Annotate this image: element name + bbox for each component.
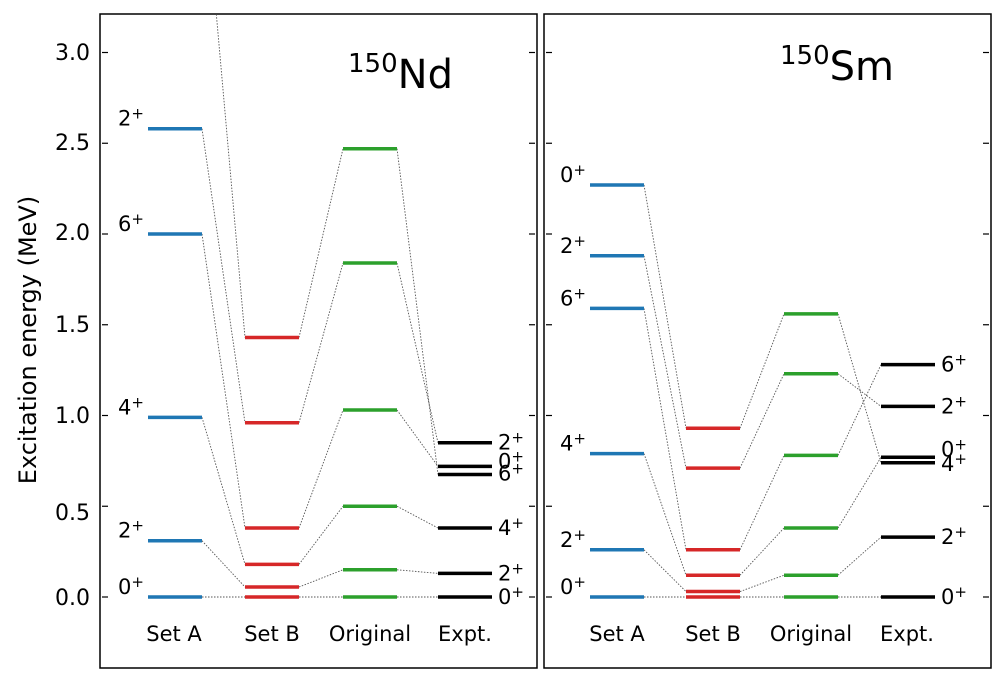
y-tick-label: 2.5 bbox=[55, 131, 90, 156]
level-connector bbox=[837, 313, 882, 463]
spin-parity-label: 0+ bbox=[560, 573, 586, 599]
spin-parity-label: 2+ bbox=[560, 232, 586, 258]
category-label: Expt. bbox=[438, 622, 492, 646]
spin-parity-label: 6+ bbox=[498, 459, 524, 485]
category-label: Original bbox=[329, 622, 411, 646]
category-labels: Set A Set B Original Expt. bbox=[146, 622, 492, 646]
level-connector bbox=[643, 549, 687, 592]
level-connector bbox=[739, 373, 785, 469]
level-connector bbox=[215, 14, 246, 338]
spin-parity-label: 2+ bbox=[118, 517, 144, 543]
spin-parity-label: 2+ bbox=[498, 429, 524, 455]
spin-parity-label: 6+ bbox=[118, 210, 144, 236]
y-tick-label: 1.0 bbox=[55, 404, 90, 429]
level-connector bbox=[298, 262, 344, 423]
y-ticks: 0.0 0.5 1.0 1.5 2.0 2.5 3.0 bbox=[55, 41, 90, 611]
level-connector bbox=[739, 313, 785, 429]
level-connector bbox=[298, 505, 344, 565]
level-connector bbox=[643, 453, 687, 576]
levels-nd150: 0+2+4+6+2+0+2+4+0+6+2+ bbox=[102, 14, 535, 609]
panel-sm150: 150Sm Set A Set B Original Expt. 0+ 2+ 4+ 6… bbox=[543, 13, 992, 669]
category-label: Set A bbox=[589, 622, 645, 646]
title-mass: 150 bbox=[348, 49, 398, 79]
category-label: Set A bbox=[146, 622, 202, 646]
spin-parity-label: 4+ bbox=[941, 450, 967, 476]
category-labels: Set A Set B Original Expt. bbox=[589, 622, 934, 646]
title-element: Nd bbox=[398, 52, 453, 98]
spin-parity-label: 0+ bbox=[118, 573, 144, 599]
level-connector bbox=[643, 184, 687, 429]
level-connector bbox=[643, 255, 687, 469]
y-tick-label: 1.5 bbox=[55, 313, 90, 338]
y-axis-label: Excitation energy (MeV) bbox=[14, 196, 42, 484]
panel-title: 150Nd bbox=[348, 49, 453, 98]
title-mass: 150 bbox=[780, 41, 830, 71]
panel-nd150-frame bbox=[99, 13, 538, 669]
spin-parity-label: 2+ bbox=[941, 392, 967, 418]
level-connector bbox=[396, 569, 439, 574]
level-connector bbox=[396, 505, 439, 529]
y-tick-label: 3.0 bbox=[55, 41, 90, 66]
spin-parity-label: 2+ bbox=[498, 559, 524, 585]
spin-parity-label: 0+ bbox=[941, 436, 967, 462]
spin-parity-label: 6+ bbox=[941, 351, 967, 377]
category-label: Original bbox=[770, 622, 852, 646]
spin-parity-label: 2+ bbox=[560, 526, 586, 552]
spin-parity-label: 4+ bbox=[118, 393, 144, 419]
y-tick-label: 2.0 bbox=[55, 221, 90, 246]
level-connector bbox=[396, 262, 439, 443]
panel-nd150: 0.0 0.5 1.0 1.5 2.0 2.5 3.0 150Nd Set A … bbox=[55, 13, 538, 669]
spin-parity-label: 6+ bbox=[560, 284, 586, 310]
level-connector bbox=[298, 409, 344, 529]
spin-parity-label: 4+ bbox=[560, 430, 586, 456]
spin-parity-label: 0+ bbox=[560, 161, 586, 187]
levels-sm150: 0+2+4+6+2+0+0+2+0+4+2+6+ bbox=[546, 51, 989, 609]
panel-sm150-frame bbox=[543, 13, 992, 669]
level-connector bbox=[201, 417, 246, 565]
level-connector bbox=[739, 574, 785, 592]
level-connector bbox=[298, 569, 344, 588]
level-connector bbox=[837, 457, 882, 529]
spin-parity-label: 0+ bbox=[941, 583, 967, 609]
level-connector bbox=[837, 536, 882, 576]
title-element: Sm bbox=[830, 44, 894, 90]
spin-parity-label: 2+ bbox=[118, 105, 144, 131]
spin-parity-label: 0+ bbox=[498, 447, 524, 473]
y-tick-label: 0.0 bbox=[55, 586, 90, 611]
level-connector bbox=[643, 308, 687, 550]
level-connector bbox=[298, 148, 344, 338]
level-connector bbox=[739, 455, 785, 551]
level-connector bbox=[201, 540, 246, 588]
spin-parity-label: 4+ bbox=[498, 514, 524, 540]
panel-title: 150Sm bbox=[780, 41, 894, 90]
category-label: Set B bbox=[685, 622, 741, 646]
spin-parity-label: 2+ bbox=[941, 523, 967, 549]
level-connector bbox=[396, 148, 439, 475]
category-label: Set B bbox=[244, 622, 300, 646]
spin-parity-label: 0+ bbox=[498, 583, 524, 609]
y-tick-label: 0.5 bbox=[55, 501, 90, 526]
level-connector bbox=[837, 373, 882, 407]
level-connector bbox=[396, 409, 439, 467]
category-label: Expt. bbox=[880, 622, 934, 646]
